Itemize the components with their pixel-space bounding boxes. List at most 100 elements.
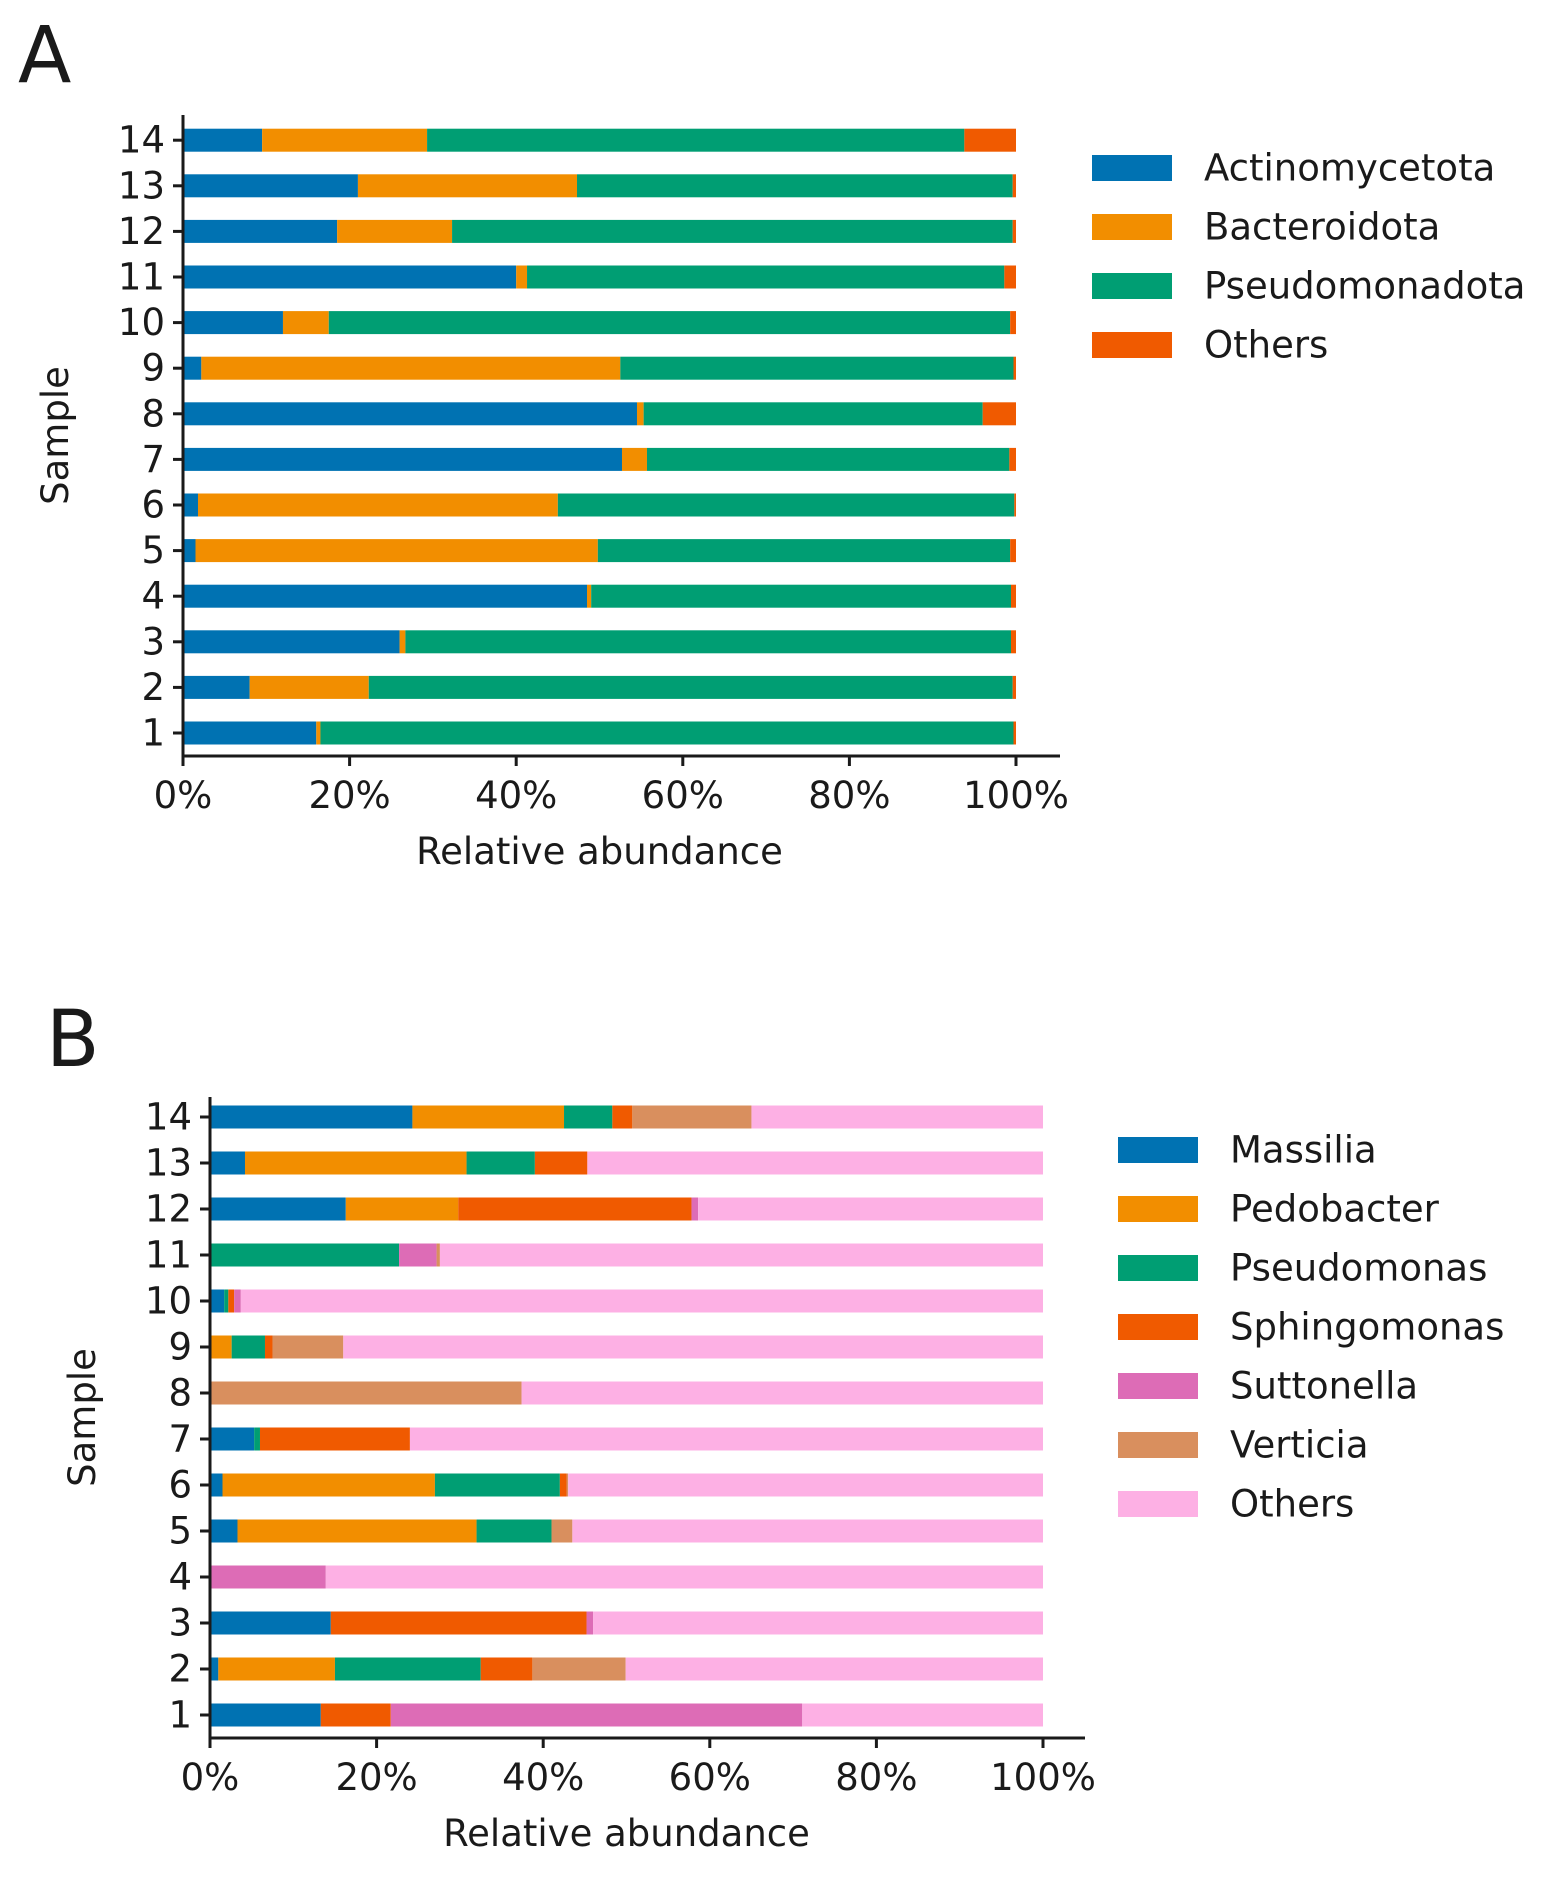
bar-segment-bacteroidota-sample-12 [337, 219, 453, 243]
x-tick-label: 0% [181, 1756, 240, 1799]
bar-segment-others-sample-9 [1013, 356, 1016, 380]
bar-segment-others-sample-6 [568, 1473, 1043, 1497]
legend-swatch-pedobacter [1118, 1196, 1198, 1222]
panel-label-b: B [46, 995, 100, 1085]
legend-label-verticia: Verticia [1230, 1424, 1369, 1467]
bar-segment-others-sample-4 [325, 1565, 1043, 1589]
y-tick-label: 7 [168, 1418, 192, 1461]
bar-segment-pseudomonadota-sample-9 [620, 356, 1014, 380]
x-tick-label: 100% [990, 1756, 1096, 1799]
bar-segment-verticia-sample-8 [210, 1381, 522, 1405]
legend-label-massilia: Massilia [1230, 1129, 1377, 1172]
legend-label-others: Others [1230, 1483, 1354, 1526]
x-tick-label: 20% [308, 774, 390, 817]
bar-segment-sphingomonas-sample-10 [228, 1289, 235, 1313]
bar-segment-suttonella-sample-1 [390, 1703, 803, 1727]
bar-segment-suttonella-sample-12 [691, 1197, 699, 1221]
y-tick-label: 11 [145, 1234, 192, 1277]
bar-segment-massilia-sample-6 [210, 1473, 223, 1497]
y-axis-title: Sample [34, 366, 77, 505]
y-tick-label: 1 [168, 1694, 192, 1737]
bar-segment-actinomycetota-sample-14 [183, 128, 263, 152]
bar-segment-pseudomonadota-sample-14 [427, 128, 965, 152]
bar-segment-massilia-sample-12 [210, 1197, 346, 1221]
y-tick-label: 13 [118, 164, 165, 207]
bar-segment-bacteroidota-sample-5 [195, 539, 598, 563]
bar-segment-others-sample-1 [1013, 721, 1016, 745]
bar-segment-pseudomonadota-sample-7 [646, 447, 1010, 471]
bar-segment-pseudomonadota-sample-13 [577, 174, 1013, 198]
bar-segment-actinomycetota-sample-4 [183, 584, 587, 608]
y-tick-label: 5 [141, 529, 165, 572]
legend-swatch-actinomycetota [1092, 155, 1172, 181]
bar-segment-pseudomonadota-sample-11 [527, 265, 1005, 289]
y-axis-title: Sample [61, 1348, 104, 1487]
bar-segment-pseudomonadota-sample-3 [405, 630, 1011, 654]
bar-segment-sphingomonas-sample-6 [559, 1473, 567, 1497]
bar-segment-massilia-sample-2 [210, 1657, 219, 1681]
bar-segment-bacteroidota-sample-13 [357, 174, 578, 198]
bar-segment-verticia-sample-5 [551, 1519, 573, 1543]
y-tick-label: 5 [168, 1510, 192, 1553]
legend-swatch-verticia [1118, 1432, 1198, 1458]
bar-segment-bacteroidota-sample-1 [316, 721, 321, 745]
x-axis-title: Relative abundance [443, 1812, 810, 1855]
bar-segment-suttonella-sample-11 [399, 1243, 437, 1267]
legend-label-bacteroidota: Bacteroidota [1204, 206, 1440, 249]
bar-segment-others-sample-6 [1014, 493, 1016, 517]
bar-segment-pedobacter-sample-12 [345, 1197, 459, 1221]
bar-segment-actinomycetota-sample-12 [183, 219, 338, 243]
bar-segment-massilia-sample-13 [210, 1151, 245, 1175]
y-tick-label: 13 [145, 1142, 192, 1185]
bar-segment-others-sample-12 [1012, 219, 1016, 243]
x-tick-label: 40% [502, 1756, 584, 1799]
bar-segment-others-sample-2 [1012, 675, 1016, 699]
y-tick-label: 6 [168, 1464, 192, 1507]
bar-segment-others-sample-14 [751, 1105, 1043, 1129]
bar-segment-pseudomonadota-sample-4 [591, 584, 1011, 608]
bar-segment-others-sample-9 [343, 1335, 1043, 1359]
bar-segment-actinomycetota-sample-13 [183, 174, 358, 198]
bar-segment-others-sample-10 [1010, 311, 1016, 335]
bar-segment-sphingomonas-sample-1 [320, 1703, 391, 1727]
bar-segment-bacteroidota-sample-3 [399, 630, 406, 654]
bar-segment-bacteroidota-sample-8 [636, 402, 644, 426]
bar-segment-sphingomonas-sample-13 [534, 1151, 588, 1175]
bar-segment-others-sample-5 [572, 1519, 1043, 1543]
panel-label-a: A [18, 11, 71, 101]
bar-segment-others-sample-8 [521, 1381, 1043, 1405]
y-tick-label: 4 [141, 575, 165, 618]
bar-segment-sphingomonas-sample-7 [259, 1427, 410, 1451]
y-tick-label: 11 [118, 256, 165, 299]
legend-swatch-bacteroidota [1092, 214, 1172, 240]
x-tick-label: 80% [808, 774, 890, 817]
bar-segment-bacteroidota-sample-9 [201, 356, 621, 380]
legend-swatch-pseudomonadota [1092, 273, 1172, 299]
bar-segment-pseudomonas-sample-13 [466, 1151, 535, 1175]
bar-segment-pseudomonadota-sample-5 [597, 539, 1011, 563]
bar-segment-sphingomonas-sample-9 [264, 1335, 273, 1359]
y-tick-label: 10 [118, 301, 165, 344]
y-tick-label: 3 [141, 620, 165, 663]
x-tick-label: 20% [335, 1756, 417, 1799]
bar-segment-actinomycetota-sample-6 [183, 493, 198, 517]
bar-segment-others-sample-13 [1012, 174, 1016, 198]
y-tick-label: 3 [168, 1602, 192, 1645]
y-tick-label: 14 [145, 1096, 192, 1139]
bar-segment-pseudomonadota-sample-10 [328, 311, 1011, 335]
x-tick-label: 0% [154, 774, 213, 817]
bar-segment-others-sample-7 [409, 1427, 1043, 1451]
bar-segment-sphingomonas-sample-14 [612, 1105, 633, 1129]
bar-segment-pedobacter-sample-2 [218, 1657, 335, 1681]
bar-segment-actinomycetota-sample-11 [183, 265, 517, 289]
bar-segment-others-sample-11 [1004, 265, 1016, 289]
y-tick-label: 1 [141, 712, 165, 755]
bar-segment-actinomycetota-sample-8 [183, 402, 637, 426]
bar-segment-sphingomonas-sample-12 [458, 1197, 692, 1221]
y-tick-label: 8 [141, 392, 165, 435]
bar-segment-verticia-sample-6 [566, 1473, 569, 1497]
bar-segment-pseudomonas-sample-7 [254, 1427, 260, 1451]
bar-segment-bacteroidota-sample-4 [587, 584, 592, 608]
